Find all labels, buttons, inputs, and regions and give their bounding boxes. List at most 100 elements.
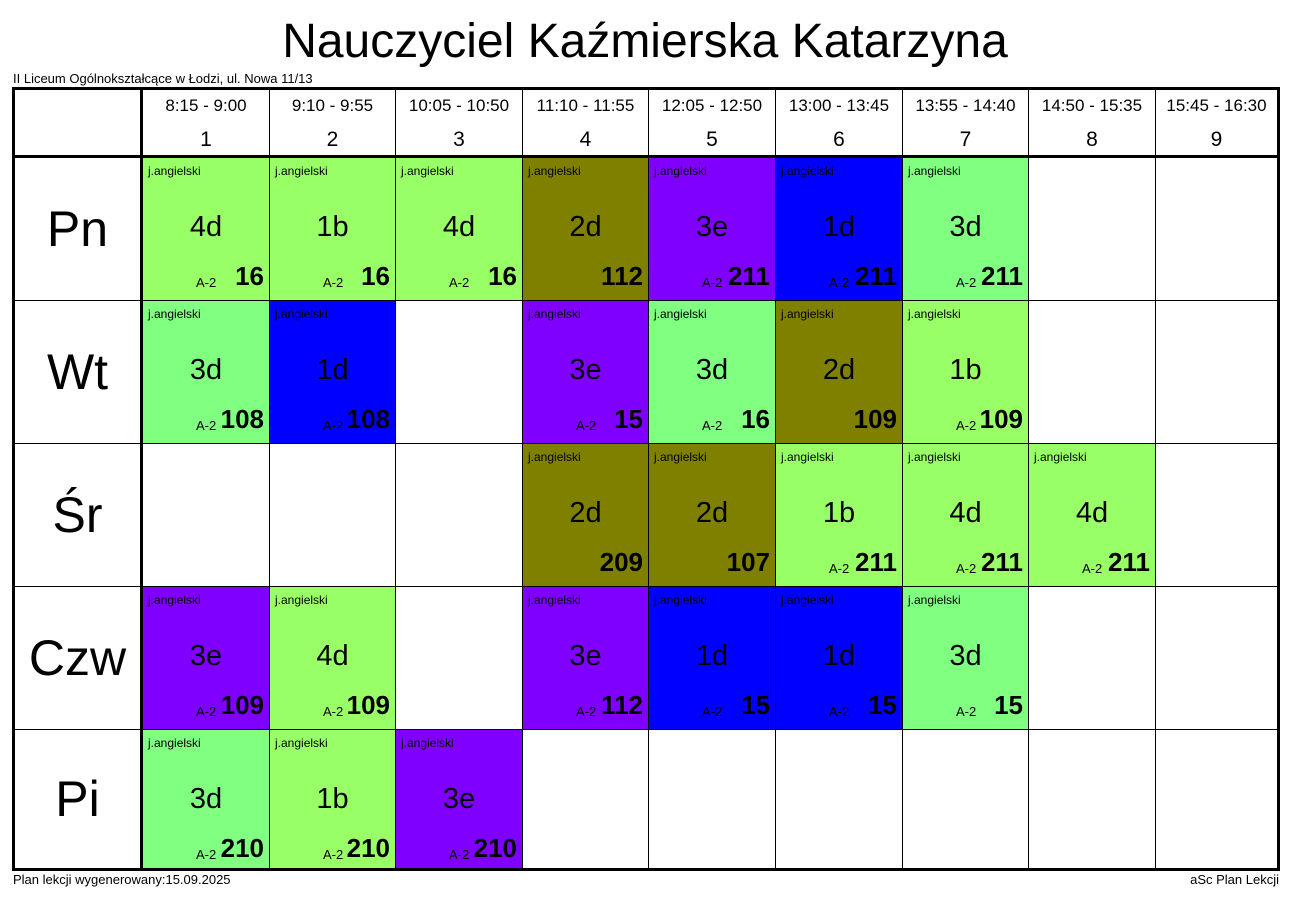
lesson-cell[interactable]: j.angielski 1d A-2 15 <box>649 587 776 730</box>
lesson-cell[interactable]: j.angielski 3d A-2 211 <box>903 158 1029 301</box>
period-number: 4 <box>579 128 592 151</box>
lesson-subject: j.angielski <box>781 593 834 607</box>
lesson-room: 109 <box>346 690 390 720</box>
lesson-group: A-2 <box>829 704 850 719</box>
period-time: 10:05 - 10:50 <box>408 96 510 115</box>
lesson-cell[interactable]: j.angielski 1d A-2 15 <box>776 587 903 730</box>
lesson-room: 211 <box>728 261 770 291</box>
lesson-cell[interactable]: j.angielski 2d 107 <box>649 444 776 587</box>
lesson-cell[interactable]: j.angielski 1b A-2 16 <box>270 158 396 301</box>
lesson-cell[interactable]: j.angielski 4d A-2 211 <box>903 444 1029 587</box>
lesson-cell[interactable]: j.angielski 3d A-2 15 <box>903 587 1029 730</box>
period-number: 1 <box>200 128 212 151</box>
lesson-group: A-2 <box>449 847 470 862</box>
lesson-room: 109 <box>220 690 264 720</box>
lesson-room: 209 <box>599 547 643 577</box>
lesson-class: 3e <box>189 640 223 672</box>
lesson-class: 1d <box>316 354 349 386</box>
lesson-subject: j.angielski <box>275 736 328 750</box>
lesson-group: A-2 <box>956 704 977 719</box>
lesson-room: 109 <box>979 404 1023 434</box>
empty-cell <box>1029 301 1156 444</box>
lesson-class: 1b <box>949 354 982 386</box>
lesson-cell[interactable]: j.angielski 3e A-2 112 <box>523 587 649 730</box>
lesson-group: A-2 <box>576 418 597 433</box>
lesson-cell[interactable]: j.angielski 2d 209 <box>523 444 649 587</box>
lesson-cell[interactable]: j.angielski 3e A-2 15 <box>523 301 649 444</box>
lesson-class: 1b <box>822 497 856 529</box>
empty-cell <box>1029 587 1156 730</box>
lesson-subject: j.angielski <box>148 307 201 321</box>
lesson-class: 4d <box>189 211 223 243</box>
lesson-subject: j.angielski <box>528 593 581 607</box>
lesson-subject: j.angielski <box>654 593 707 607</box>
header-corner <box>15 90 143 158</box>
lesson-cell[interactable]: j.angielski 3d A-2 108 <box>143 301 270 444</box>
lesson-room: 16 <box>741 404 770 434</box>
lesson-group: A-2 <box>196 847 217 862</box>
lesson-room: 16 <box>361 261 390 291</box>
lesson-cell[interactable]: j.angielski 1d A-2 108 <box>270 301 396 444</box>
lesson-room: 211 <box>1108 547 1150 577</box>
lesson-class: 3d <box>949 640 982 672</box>
lesson-class: 3e <box>695 211 729 243</box>
lesson-cell[interactable]: j.angielski 3e A-2 211 <box>649 158 776 301</box>
lesson-class: 2d <box>822 354 856 386</box>
day-name: Wt <box>46 344 109 400</box>
lesson-cell[interactable]: j.angielski 1d A-2 211 <box>776 158 903 301</box>
timetable-grid: 8:15 - 9:00 1 9:10 - 9:55 2 10:05 - 10:50 3 11… <box>12 87 1280 871</box>
lesson-room: 15 <box>994 690 1023 720</box>
day-label-cell: Pn <box>15 158 143 301</box>
empty-cell <box>270 444 396 587</box>
period-time: 11:10 - 11:55 <box>536 96 635 115</box>
empty-cell <box>1156 730 1277 868</box>
empty-cell <box>1156 301 1277 444</box>
lesson-subject: j.angielski <box>148 164 201 178</box>
lesson-subject: j.angielski <box>148 736 201 750</box>
lesson-class: 1b <box>316 211 349 243</box>
day-label-cell: Pi <box>15 730 143 868</box>
period-time: 12:05 - 12:50 <box>661 96 763 115</box>
lesson-class: 3e <box>569 640 602 672</box>
lesson-group: A-2 <box>1082 561 1103 576</box>
period-header: 12:05 - 12:50 5 <box>649 90 776 158</box>
day-name: Pn <box>46 201 109 257</box>
lesson-cell[interactable]: j.angielski 3e A-2 109 <box>143 587 270 730</box>
lesson-class: 3d <box>949 211 982 243</box>
empty-cell <box>1156 587 1277 730</box>
empty-cell <box>1156 158 1277 301</box>
period-header: 13:00 - 13:45 6 <box>776 90 903 158</box>
lesson-cell[interactable]: j.angielski 1b A-2 210 <box>270 730 396 868</box>
lesson-cell[interactable]: j.angielski 4d A-2 16 <box>396 158 523 301</box>
empty-cell <box>1029 158 1156 301</box>
lesson-room: 16 <box>488 261 517 291</box>
lesson-group: A-2 <box>449 275 470 290</box>
lesson-class: 3d <box>189 354 223 386</box>
lesson-subject: j.angielski <box>781 450 834 464</box>
lesson-subject: j.angielski <box>401 736 454 750</box>
lesson-subject: j.angielski <box>148 593 201 607</box>
day-name: Pi <box>55 771 100 827</box>
lesson-cell[interactable]: j.angielski 1b A-2 211 <box>776 444 903 587</box>
lesson-class: 1d <box>822 211 856 243</box>
lesson-group: A-2 <box>196 275 217 290</box>
lesson-group: A-2 <box>702 275 723 290</box>
lesson-class: 3e <box>569 354 602 386</box>
lesson-cell[interactable]: j.angielski 2d 109 <box>776 301 903 444</box>
lesson-cell[interactable]: j.angielski 1b A-2 109 <box>903 301 1029 444</box>
lesson-cell[interactable]: j.angielski 3d A-2 16 <box>649 301 776 444</box>
lesson-group: A-2 <box>323 275 344 290</box>
lesson-cell[interactable]: j.angielski 3d A-2 210 <box>143 730 270 868</box>
period-header: 15:45 - 16:30 9 <box>1156 90 1277 158</box>
lesson-cell[interactable]: j.angielski 4d A-2 109 <box>270 587 396 730</box>
lesson-room: 210 <box>473 833 517 863</box>
lesson-class: 4d <box>442 211 476 243</box>
lesson-group: A-2 <box>829 561 850 576</box>
lesson-cell[interactable]: j.angielski 3e A-2 210 <box>396 730 523 868</box>
day-label-cell: Śr <box>15 444 143 587</box>
lesson-cell[interactable]: j.angielski 4d A-2 211 <box>1029 444 1156 587</box>
lesson-cell[interactable]: j.angielski 4d A-2 16 <box>143 158 270 301</box>
lesson-room: 15 <box>614 404 643 434</box>
lesson-subject: j.angielski <box>908 164 961 178</box>
lesson-cell[interactable]: j.angielski 2d 112 <box>523 158 649 301</box>
